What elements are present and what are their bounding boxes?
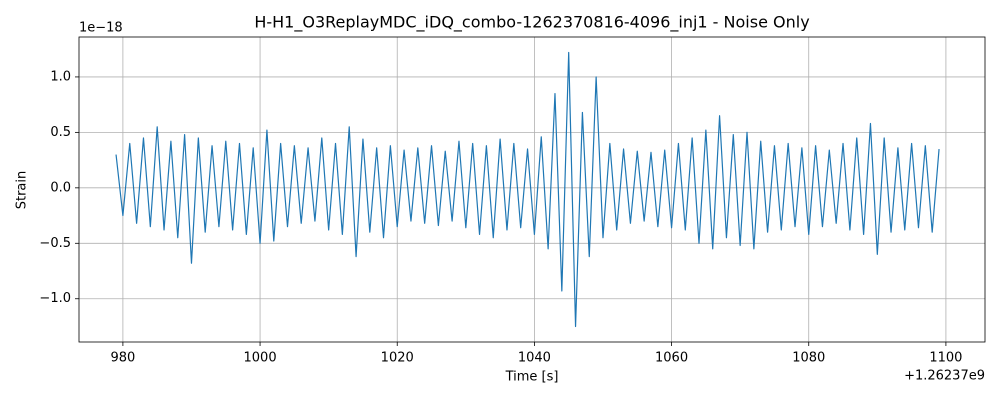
y-tick-label: −1.0	[39, 291, 71, 306]
x-tick-label: 1040	[518, 351, 551, 366]
x-tick-label: 1100	[929, 351, 962, 366]
y-tick-label: 1.0	[50, 69, 71, 84]
x-axis-label: Time [s]	[505, 370, 559, 385]
chart-title: H-H1_O3ReplayMDC_iDQ_combo-1262370816-40…	[254, 13, 809, 33]
y-axis-label: Strain	[15, 171, 30, 210]
x-offset-label: +1.26237e9	[904, 369, 985, 384]
x-tick-label: 1020	[381, 351, 414, 366]
strain-line	[115, 51, 940, 328]
x-tick-label: 1060	[655, 351, 688, 366]
y-tick-label: 0.0	[50, 180, 71, 195]
x-tick-label: 1080	[792, 351, 825, 366]
y-tick-label: 0.5	[50, 125, 71, 140]
x-tick-label: 980	[110, 351, 135, 366]
y-tick-label: −0.5	[39, 236, 71, 251]
x-tick-label: 1000	[244, 351, 277, 366]
plot-frame	[78, 36, 986, 343]
y-offset-label: 1e−18	[79, 21, 123, 36]
